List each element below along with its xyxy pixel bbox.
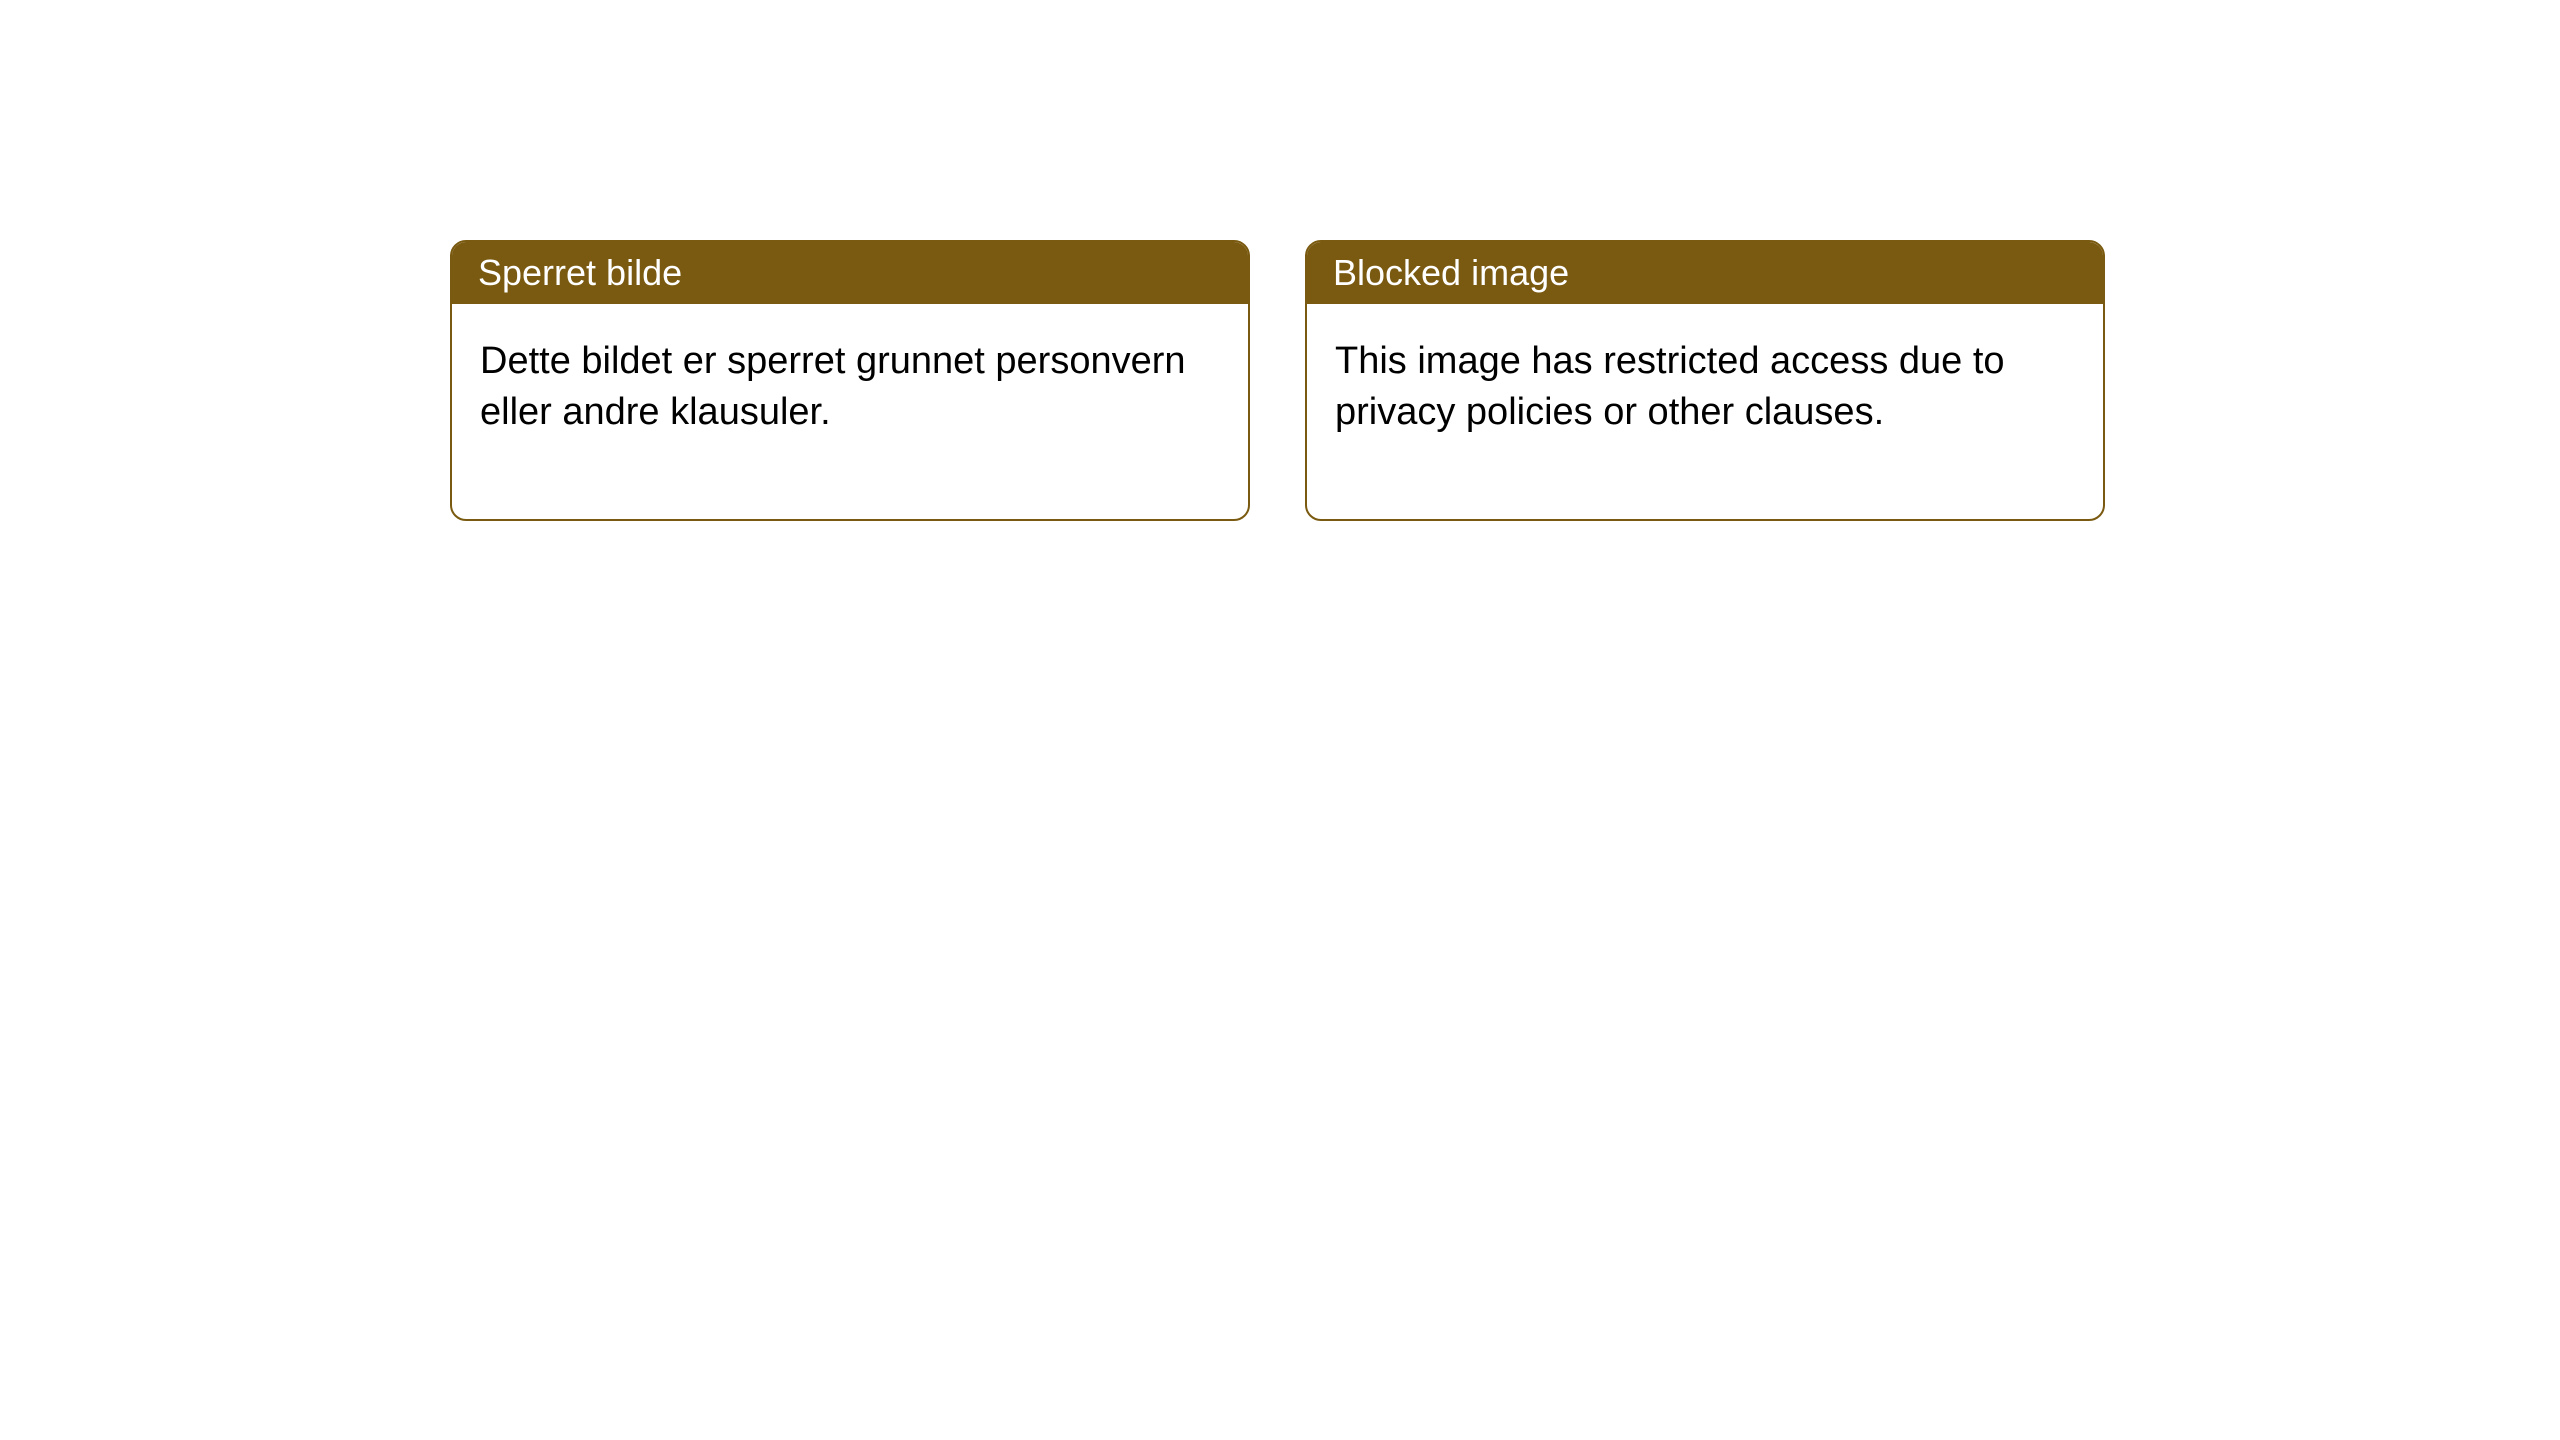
- notice-panels-row: Sperret bilde Dette bildet er sperret gr…: [0, 0, 2560, 521]
- notice-panel-english: Blocked image This image has restricted …: [1305, 240, 2105, 521]
- notice-panel-norwegian: Sperret bilde Dette bildet er sperret gr…: [450, 240, 1250, 521]
- notice-panel-body-norwegian: Dette bildet er sperret grunnet personve…: [452, 304, 1248, 519]
- notice-panel-title-norwegian: Sperret bilde: [452, 242, 1248, 304]
- notice-panel-body-english: This image has restricted access due to …: [1307, 304, 2103, 519]
- notice-panel-title-english: Blocked image: [1307, 242, 2103, 304]
